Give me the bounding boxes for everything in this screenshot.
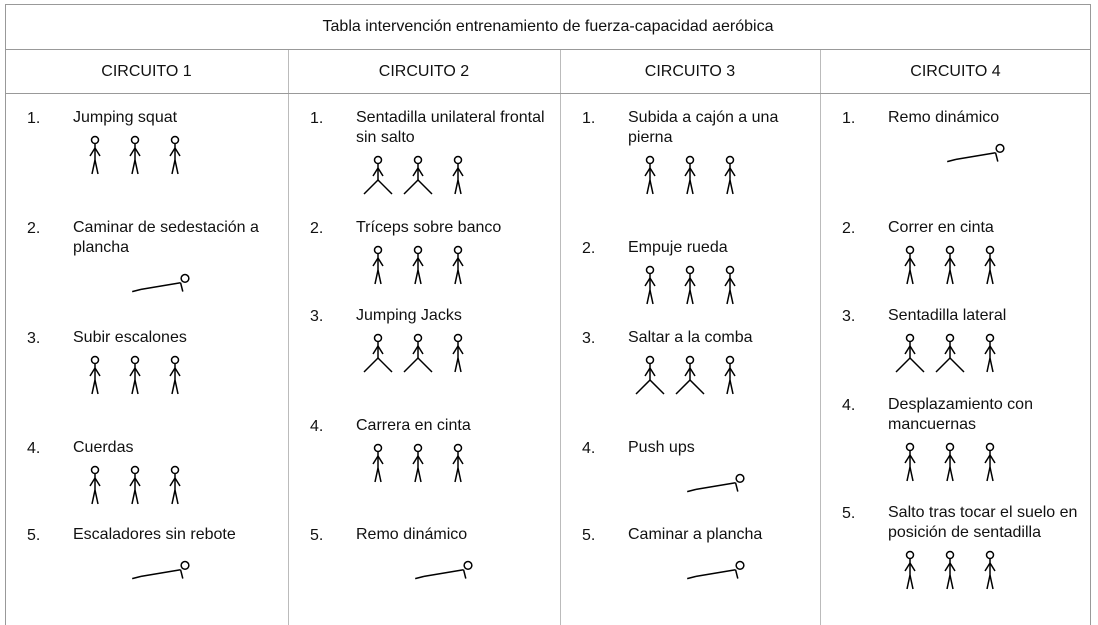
- item-label: Subida a cajón a una pierna: [628, 109, 779, 146]
- item-number: 2.: [842, 220, 856, 237]
- exercise-icon: [947, 143, 1005, 163]
- item-label: Sentadilla unilateral frontal sin salto: [356, 109, 545, 146]
- item-label: Escaladores sin rebote: [73, 526, 236, 543]
- item-label: Remo dinámico: [888, 109, 1000, 126]
- exercise-icon: [132, 273, 190, 293]
- item-number: 4.: [842, 397, 856, 414]
- column-header: CIRCUITO 3: [560, 50, 820, 94]
- item-number: 2.: [582, 240, 596, 257]
- exercise-icon: [904, 442, 996, 482]
- exercise-icon: [904, 245, 996, 285]
- item-label: Cuerdas: [73, 439, 134, 456]
- exercise-icon: [132, 560, 190, 580]
- item-number: 3.: [310, 308, 324, 325]
- item-label: Subir escalones: [73, 329, 187, 346]
- item-number: 1.: [27, 110, 41, 127]
- exercise-icon: [372, 443, 464, 483]
- item-number: 5.: [27, 527, 41, 544]
- exercise-icon: [415, 560, 473, 580]
- item-label: Tríceps sobre banco: [356, 219, 502, 236]
- column-divider: [288, 50, 289, 625]
- item-number: 3.: [842, 308, 856, 325]
- item-label: Remo dinámico: [356, 526, 468, 543]
- exercise-icon: [904, 550, 996, 590]
- column-divider: [560, 50, 561, 625]
- item-number: 4.: [27, 440, 41, 457]
- item-number: 1.: [582, 110, 596, 127]
- item-label: Desplazamiento con mancuernas: [888, 396, 1033, 433]
- item-label: Push ups: [628, 439, 695, 456]
- item-number: 5.: [582, 527, 596, 544]
- column-header: CIRCUITO 4: [820, 50, 1091, 94]
- table-frame: [5, 4, 1091, 625]
- item-number: 3.: [27, 330, 41, 347]
- item-number: 5.: [842, 505, 856, 522]
- item-label: Empuje rueda: [628, 239, 728, 256]
- item-label: Salto tras tocar el suelo en posición de…: [888, 504, 1078, 541]
- exercise-icon: [895, 333, 996, 373]
- exercise-icon: [89, 355, 181, 395]
- item-label: Jumping Jacks: [356, 307, 462, 324]
- item-number: 2.: [27, 220, 41, 237]
- item-label: Saltar a la comba: [628, 329, 753, 346]
- item-number: 4.: [582, 440, 596, 457]
- exercise-icon: [372, 245, 464, 285]
- column-divider: [820, 50, 821, 625]
- exercise-icon: [687, 473, 745, 493]
- exercise-icon: [89, 135, 181, 175]
- item-number: 3.: [582, 330, 596, 347]
- item-number: 1.: [842, 110, 856, 127]
- column-header: CIRCUITO 2: [288, 50, 560, 94]
- item-label: Correr en cinta: [888, 219, 994, 236]
- item-label: Caminar a plancha: [628, 526, 763, 543]
- exercise-icon: [644, 265, 736, 305]
- exercise-icon: [363, 333, 464, 373]
- exercise-icon: [363, 155, 464, 195]
- exercise-icon: [687, 560, 745, 580]
- item-label: Carrera en cinta: [356, 417, 471, 434]
- item-number: 1.: [310, 110, 324, 127]
- item-label: Sentadilla lateral: [888, 307, 1007, 324]
- exercise-icon: [644, 155, 736, 195]
- table-title: Tabla intervención entrenamiento de fuer…: [5, 4, 1091, 50]
- item-number: 5.: [310, 527, 324, 544]
- exercise-icon: [89, 465, 181, 505]
- column-header: CIRCUITO 1: [5, 50, 288, 94]
- exercise-icon: [635, 355, 736, 395]
- item-label: Caminar de sedestación a plancha: [73, 219, 259, 256]
- item-number: 2.: [310, 220, 324, 237]
- item-number: 4.: [310, 418, 324, 435]
- item-label: Jumping squat: [73, 109, 178, 126]
